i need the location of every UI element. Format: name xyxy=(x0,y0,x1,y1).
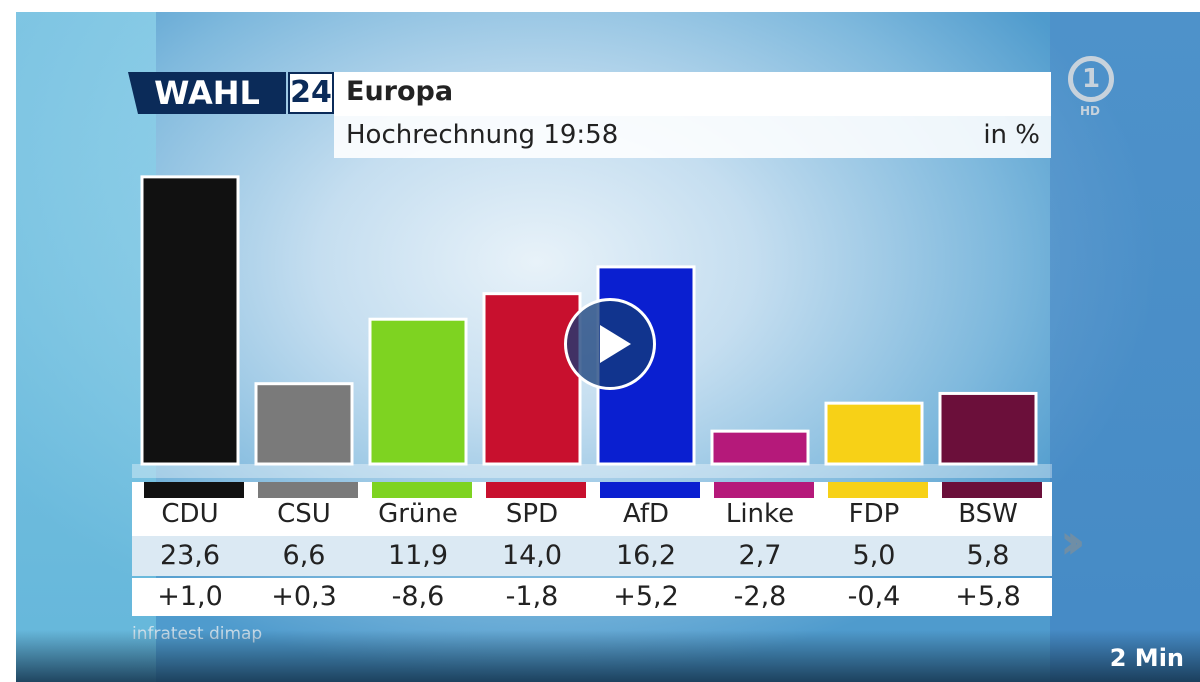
bottom-shade xyxy=(16,630,1200,682)
value-label: 2,7 xyxy=(738,540,782,571)
color-strip-cdu xyxy=(144,482,244,498)
value-label: 6,6 xyxy=(282,540,326,571)
change-label: +5,2 xyxy=(613,581,679,612)
change-label: -2,8 xyxy=(733,581,787,612)
value-label: 5,8 xyxy=(966,540,1010,571)
value-label: 5,0 xyxy=(852,540,896,571)
bar-linke xyxy=(710,429,810,466)
unit-label: in % xyxy=(983,120,1040,150)
bar-bsw xyxy=(938,391,1038,466)
party-label: SPD xyxy=(505,499,559,529)
party-label: Grüne xyxy=(378,499,458,529)
bar-spd xyxy=(482,292,582,466)
party-label: CDU xyxy=(161,499,219,529)
value-label: 23,6 xyxy=(159,540,221,571)
subtitle-bar xyxy=(334,116,1051,158)
video-duration: 2 Min xyxy=(1109,644,1184,672)
value-label: 16,2 xyxy=(615,540,677,571)
value-row xyxy=(132,536,1052,576)
party-label: Linke xyxy=(725,499,795,529)
logo-wahl: WAHL xyxy=(128,72,286,114)
right-background-strip xyxy=(1050,12,1200,682)
color-strip-grüne xyxy=(372,482,472,498)
video-frame[interactable]: WAHL 24 Europa Hochrechnung 19:58 in % 1… xyxy=(16,12,1200,682)
color-strip-spd xyxy=(486,482,586,498)
change-label: -1,8 xyxy=(505,581,559,612)
party-label: FDP xyxy=(848,499,900,529)
value-label: 11,9 xyxy=(387,540,449,571)
value-label: 14,0 xyxy=(501,540,563,571)
play-button[interactable] xyxy=(564,298,656,390)
bar-chart xyxy=(140,175,1038,466)
color-strip-csu xyxy=(258,482,358,498)
chart-baseline xyxy=(132,464,1052,478)
change-row xyxy=(132,578,1052,616)
bar-cdu xyxy=(140,175,240,466)
title-bar xyxy=(334,72,1051,116)
color-strip-bsw xyxy=(942,482,1042,498)
party-label: CSU xyxy=(277,499,331,529)
party-label: AfD xyxy=(622,499,670,529)
double-chevron-right-icon[interactable]: ›› xyxy=(1060,514,1085,570)
bar-grüne xyxy=(368,317,468,466)
bar-csu xyxy=(254,382,354,466)
hd-badge: HD xyxy=(1080,104,1101,118)
party-label: BSW xyxy=(958,499,1018,529)
logo-24: 24 xyxy=(288,72,334,114)
change-label: +5,8 xyxy=(955,581,1021,612)
color-strip-afd xyxy=(600,482,700,498)
change-label: -8,6 xyxy=(391,581,445,612)
color-strip-fdp xyxy=(828,482,928,498)
color-strip-linke xyxy=(714,482,814,498)
chart-subtitle: Hochrechnung 19:58 xyxy=(346,120,619,150)
change-label: +0,3 xyxy=(271,581,337,612)
ard-logo: 1 xyxy=(1068,56,1114,102)
chart-title: Europa xyxy=(346,76,454,107)
change-label: +1,0 xyxy=(157,581,223,612)
change-label: -0,4 xyxy=(847,581,901,612)
bar-fdp xyxy=(824,401,924,466)
play-icon xyxy=(600,325,631,363)
